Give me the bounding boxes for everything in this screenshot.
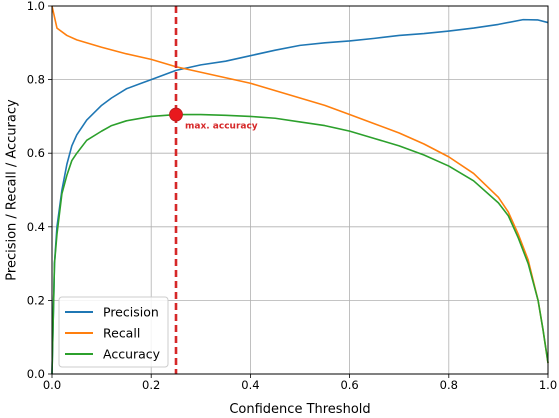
legend-label-recall: Recall — [103, 326, 140, 341]
series-line-accuracy — [51, 113, 549, 375]
annotation-layer: max. accuracy — [169, 6, 258, 374]
legend-box — [58, 296, 169, 368]
x-tick-label: 0.0 — [43, 378, 61, 392]
x-axis-label: Confidence Threshold — [229, 402, 370, 414]
max-accuracy-marker — [169, 107, 183, 122]
y-tick-label: 0.8 — [27, 73, 45, 87]
legend-label-accuracy: Accuracy — [103, 347, 161, 362]
x-tick-label: 1.0 — [539, 378, 557, 392]
legend: Precision Recall Accuracy — [58, 296, 169, 368]
legend-label-precision: Precision — [103, 305, 159, 320]
max-accuracy-label: max. accuracy — [185, 122, 258, 132]
y-tick-label: 1.0 — [27, 0, 45, 13]
tick-layer: 0.0 0.2 0.4 0.6 0.8 1.0 0.0 0.2 0.4 0.6 0.8 1.0 — [27, 0, 557, 392]
y-tick-label: 0.4 — [27, 220, 45, 234]
x-tick-label: 0.8 — [440, 378, 458, 392]
y-axis-label: Precision / Recall / Accuracy — [5, 99, 20, 281]
x-tick-label: 0.2 — [142, 378, 160, 392]
y-tick-label: 0.6 — [27, 146, 45, 160]
x-tick-label: 0.4 — [241, 378, 259, 392]
y-tick-label: 0.0 — [27, 367, 45, 381]
y-tick-label: 0.2 — [27, 293, 45, 307]
series-line-recall — [51, 5, 549, 364]
x-tick-label: 0.6 — [340, 378, 358, 392]
series-layer — [51, 5, 549, 375]
series-line-precision — [51, 18, 549, 375]
plot-frame — [51, 5, 549, 375]
